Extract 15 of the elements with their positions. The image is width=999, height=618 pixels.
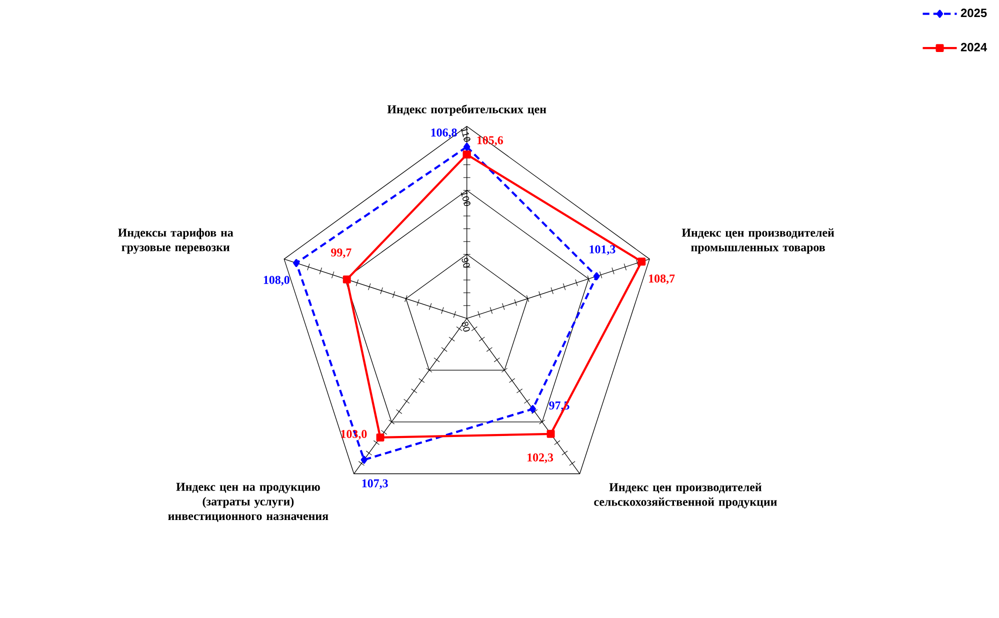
data-label: 107,3	[362, 479, 388, 490]
spoke-label: Индекс потребительских цен	[387, 104, 546, 116]
spoke-label: Индексы тарифов на грузовые перевозки	[118, 228, 234, 254]
data-label: 108,0	[264, 276, 290, 286]
spoke-label: Индекс цен производителей сельскохозяйственной продукции	[594, 482, 777, 508]
data-label: 99,7	[331, 248, 352, 258]
spoke-label: Индекс цен на продукцию (затраты услуги) инвестиционного назначения	[168, 482, 328, 522]
y-tick-label: 80	[462, 322, 470, 332]
spoke-label: Индекс цен производителей промышленных товаров	[682, 228, 834, 254]
legend-label: 2025	[960, 8, 987, 18]
data-label: 102,3	[528, 453, 554, 464]
data-label: 106,8	[431, 128, 457, 138]
data-label: 108,7	[649, 274, 675, 284]
legend-label: 2024	[960, 42, 988, 52]
data-label: 101,3	[590, 245, 616, 256]
